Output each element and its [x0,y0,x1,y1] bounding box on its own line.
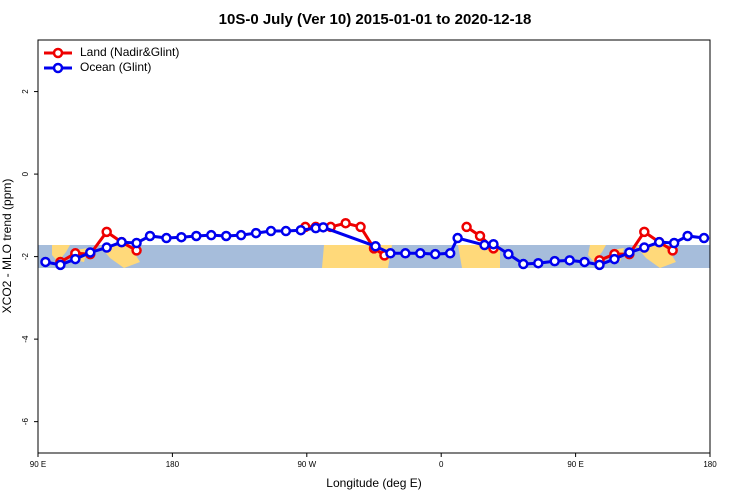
legend-label: Land (Nadir&Glint) [80,45,179,59]
data-point [85,247,96,258]
data-point [161,232,172,244]
legend-label: Ocean (Glint) [80,60,151,74]
data-point [518,258,529,270]
y-tick-label: -6 [21,418,30,426]
data-point [415,248,426,259]
data-point [265,225,277,237]
data-point [235,229,247,241]
y-tick-label: -2 [21,253,30,261]
data-point [191,230,202,242]
data-point [503,248,514,260]
y-axis-label: XCO2 - MLO trend (ppm) [0,179,14,314]
map-land [588,245,676,268]
data-point [579,256,590,268]
data-point [564,255,575,266]
map-land [52,245,140,268]
data-point [444,248,456,259]
x-tick-label: 90 E [567,460,583,469]
plot-frame [37,39,711,454]
data-point [639,226,650,238]
data-point [40,256,51,268]
data-point [452,232,463,244]
background-map [38,245,710,268]
data-point [250,227,262,239]
data-point [653,236,665,248]
data-point [639,242,650,253]
data-point [205,229,217,241]
y-tick-label: 2 [21,89,30,94]
data-point [70,253,81,265]
data-point [101,226,112,238]
legend-marker [52,47,64,59]
data-point [429,248,441,260]
data-point [488,238,499,250]
x-tick-label: 180 [703,460,717,469]
data-point [340,217,351,229]
data-point [370,241,381,252]
data-point [55,259,66,271]
data-point [400,248,411,259]
data-point [682,230,693,242]
data-point [624,247,635,258]
data-point [461,221,472,233]
data-point [317,222,329,233]
data-point [698,232,710,244]
data-point [479,239,490,251]
data-point [668,237,680,249]
y-tick-label: -4 [21,335,30,343]
data-point [176,231,187,243]
x-tick-label: 90 W [297,460,316,469]
data-point [220,230,232,242]
data-point [609,253,620,265]
data-point [594,259,605,271]
data-point [131,237,142,249]
data-point [116,236,127,248]
data-point [355,221,366,233]
x-tick-label: 180 [166,460,180,469]
x-axis-label: Longitude (deg E) [326,476,421,490]
data-point [295,224,307,236]
data-point [549,255,560,267]
data-point [144,230,156,242]
legend-marker [52,62,64,74]
y-tick-label: 0 [21,171,30,176]
data-point [280,225,292,237]
data-point [101,242,112,253]
chart-title: 10S-0 July (Ver 10) 2015-01-01 to 2020-1… [219,11,532,28]
data-point [385,248,396,259]
x-tick-label: 90 E [30,460,46,469]
data-point [533,257,544,269]
data-point [474,230,486,242]
x-tick-label: 0 [439,460,444,469]
